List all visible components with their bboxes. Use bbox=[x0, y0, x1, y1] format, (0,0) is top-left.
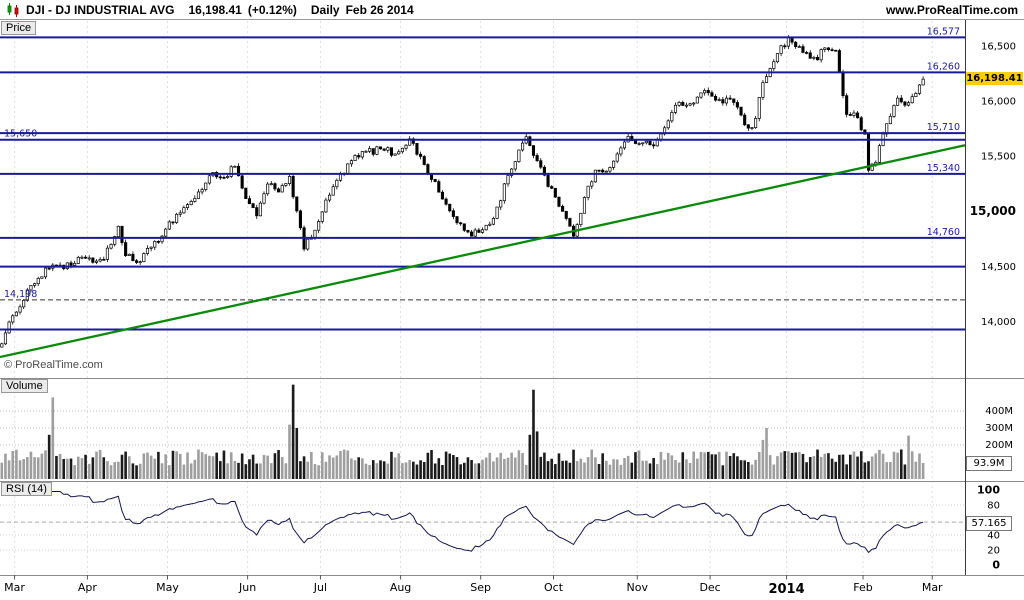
volume-axis-label: 200M bbox=[985, 440, 1013, 451]
trend-line[interactable] bbox=[0, 144, 966, 359]
time-axis-label: Mar bbox=[922, 581, 943, 594]
level-label: 14,760 bbox=[927, 227, 960, 238]
time-axis-label: Aug bbox=[390, 581, 411, 594]
time-axis-label: 2014 bbox=[768, 582, 804, 597]
copyright-watermark: © ProRealTime.com bbox=[4, 359, 103, 371]
current-price-box: 16,198.41 bbox=[966, 72, 1023, 85]
rsi-pane-tab[interactable]: RSI (14) bbox=[1, 482, 52, 496]
time-axis-label: Feb bbox=[853, 581, 872, 594]
volume-axis-label: 300M bbox=[985, 423, 1013, 434]
level-label: 16,577 bbox=[927, 26, 960, 37]
rsi-axis-label: 0 bbox=[992, 559, 1000, 572]
price-pane-tab[interactable]: Price bbox=[1, 21, 37, 35]
time-axis-label: Oct bbox=[544, 581, 564, 594]
rsi-axis-label: 40 bbox=[987, 531, 1000, 542]
time-axis-label: Sep bbox=[470, 581, 491, 594]
candlestick-icon bbox=[6, 2, 20, 18]
rsi-line bbox=[1, 491, 924, 554]
price-axis-label: 15,000 bbox=[970, 204, 1016, 218]
time-axis-label: Nov bbox=[627, 581, 649, 594]
price-axis-label: 14,000 bbox=[981, 317, 1016, 328]
month-gridlines bbox=[14, 21, 933, 575]
level-label: 15,650 bbox=[4, 129, 37, 140]
trendline bbox=[0, 144, 966, 359]
dashed-level-label: 14,198 bbox=[4, 289, 37, 300]
time-axis-label: Dec bbox=[699, 581, 720, 594]
time-axis-label: Apr bbox=[78, 581, 98, 594]
price-axis-label: 15,500 bbox=[981, 152, 1016, 163]
time-axis-label: Jun bbox=[238, 581, 256, 594]
price-axis-label: 16,000 bbox=[981, 97, 1016, 108]
axis-labels: Mar Apr May Jun Jul Aug Sep Oct Nov Dec 2014 Feb Mar… bbox=[4, 41, 1016, 597]
rsi-axis-label: 20 bbox=[987, 546, 1000, 557]
level-label: 15,340 bbox=[927, 163, 960, 174]
current-volume-box: 93.9M bbox=[966, 456, 1012, 471]
pane-borders bbox=[0, 20, 1024, 576]
volume-pane-tab[interactable]: Volume bbox=[1, 379, 48, 393]
level-label: 15,710 bbox=[927, 122, 960, 133]
chart-date: Feb 26 2014 bbox=[345, 2, 414, 17]
site-link[interactable]: www.ProRealTime.com bbox=[885, 2, 1018, 17]
instrument-symbol: DJI - DJ INDUSTRIAL AVG bbox=[26, 2, 175, 17]
rsi-axis-label: 80 bbox=[987, 501, 1000, 512]
volume-bars bbox=[0, 384, 925, 479]
time-axis-label: Jul bbox=[313, 581, 327, 594]
rsi-axis-label: 100 bbox=[977, 484, 1000, 497]
price-axis-label: 16,500 bbox=[981, 41, 1016, 52]
support-resistance-lines: 16,577 16,260 15,710 15,650 15,340 14,760 14,1… bbox=[0, 26, 965, 331]
timeframe-label: Daily bbox=[310, 2, 340, 17]
last-price: 16,198.41 bbox=[188, 2, 242, 17]
horizontal-gridlines bbox=[0, 410, 965, 551]
price-axis-label: 14,500 bbox=[981, 262, 1016, 273]
level-label: 16,260 bbox=[927, 61, 960, 72]
header-bar: DJI - DJ INDUSTRIAL AVG 16,198.41 (+0.12… bbox=[0, 0, 1024, 20]
time-axis-label: Mar bbox=[4, 581, 25, 594]
time-axis-label: May bbox=[156, 581, 179, 594]
current-rsi-box: 57.165 bbox=[966, 516, 1012, 531]
volume-axis-label: 400M bbox=[985, 406, 1013, 417]
price-change: (+0.12%) bbox=[247, 2, 297, 17]
candlestick-series bbox=[0, 35, 925, 348]
